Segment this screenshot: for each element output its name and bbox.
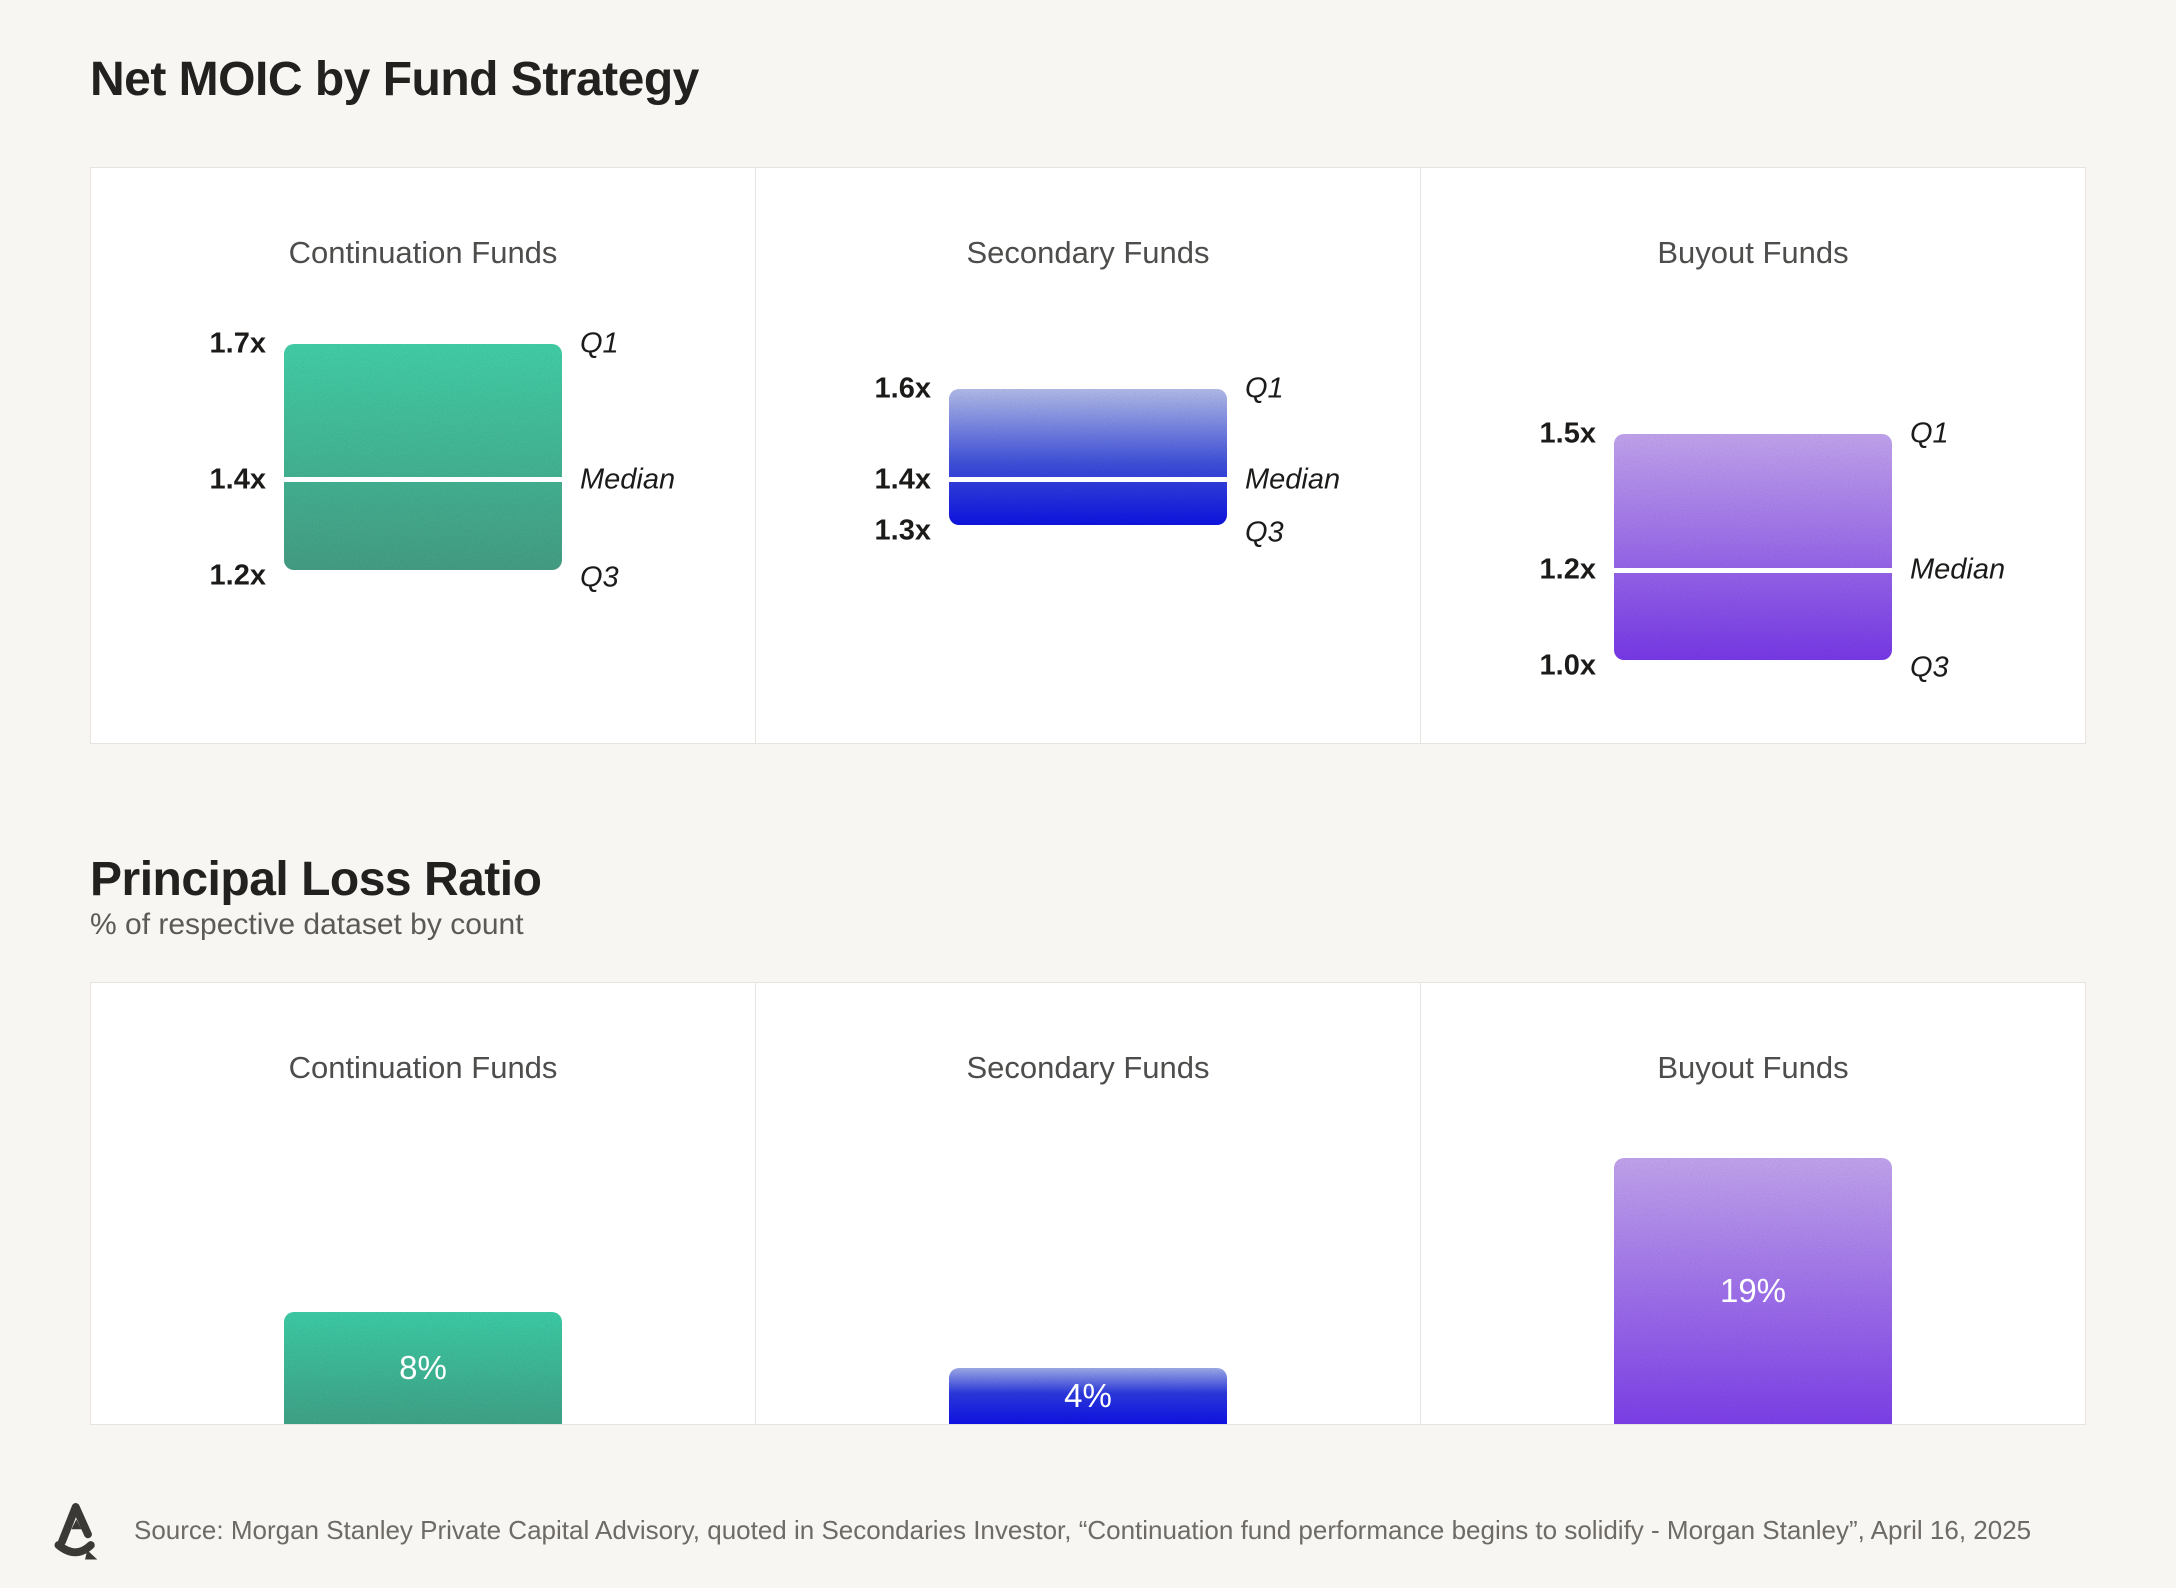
panel-title: Secondary Funds — [966, 235, 1210, 270]
panel-title: Buyout Funds — [1657, 1050, 1849, 1085]
panel-title: Secondary Funds — [966, 1050, 1210, 1085]
grain-texture — [949, 389, 1227, 525]
panel-title: Buyout Funds — [1657, 235, 1849, 270]
median-line — [284, 477, 562, 483]
brand-a-mark-icon — [54, 1503, 98, 1560]
panel-title: Continuation Funds — [288, 235, 558, 270]
q3-marker-label: Q3 — [580, 561, 619, 594]
grain-texture — [1614, 434, 1892, 661]
footer: Source: Morgan Stanley Private Capital A… — [52, 1488, 2116, 1572]
q3-value-label: 1.0x — [1539, 649, 1596, 682]
grain-texture — [284, 344, 562, 570]
panel-title: Continuation Funds — [288, 1050, 558, 1085]
median-line — [949, 477, 1227, 483]
loss-bar: 8% — [284, 1312, 562, 1424]
loss-bar: 19% — [1614, 1158, 1892, 1424]
median-value-label: 1.2x — [1539, 553, 1596, 586]
median-value-label: 1.4x — [209, 463, 266, 496]
median-value-label: 1.4x — [874, 463, 931, 496]
loss-panel-row: Continuation Funds 8% Secondary Funds 4%… — [90, 982, 2086, 1425]
median-marker-label: Median — [1245, 463, 1341, 496]
source-attribution: Source: Morgan Stanley Private Capital A… — [134, 1515, 2032, 1545]
q3-marker-label: Q3 — [1245, 516, 1284, 549]
q1-marker-label: Q1 — [1245, 372, 1284, 405]
q1-marker-label: Q1 — [1910, 417, 1949, 450]
q3-value-label: 1.3x — [874, 514, 931, 547]
q3-value-label: 1.2x — [209, 559, 266, 592]
bar-value-label: 19% — [1719, 1272, 1787, 1309]
quartile-range-box — [949, 389, 1227, 525]
median-marker-label: Median — [580, 463, 676, 496]
loss-panel-buyout-funds: Buyout Funds 19% — [1420, 983, 2085, 1424]
quartile-range-box — [284, 344, 562, 570]
median-marker-label: Median — [1910, 553, 2006, 586]
q3-marker-label: Q3 — [1910, 651, 1949, 684]
moic-panel-secondary-funds: Secondary Funds 1.6x 1.4x 1.3x Q1 Median… — [755, 168, 1420, 743]
bar-value-label: 8% — [399, 1349, 447, 1386]
loss-panel-secondary-funds: Secondary Funds 4% — [755, 983, 1420, 1424]
bar-value-label: 4% — [1064, 1377, 1112, 1414]
median-line — [1614, 567, 1892, 573]
q1-value-label: 1.5x — [1539, 417, 1596, 450]
quartile-range-box — [1614, 434, 1892, 661]
q1-value-label: 1.7x — [209, 327, 266, 360]
loss-section-subtitle: % of respective dataset by count — [90, 908, 524, 941]
moic-panel-row: Continuation Funds 1.7x 1.4x 1.2x Q1 Med… — [90, 167, 2086, 744]
loss-section-title: Principal Loss Ratio — [90, 853, 542, 906]
loss-bar: 4% — [949, 1368, 1227, 1424]
q1-value-label: 1.6x — [874, 372, 931, 405]
loss-panel-continuation-funds: Continuation Funds 8% — [91, 983, 755, 1424]
moic-section-title: Net MOIC by Fund Strategy — [90, 53, 699, 106]
moic-panel-buyout-funds: Buyout Funds 1.5x 1.2x 1.0x Q1 Median Q3 — [1420, 168, 2085, 743]
moic-panel-continuation-funds: Continuation Funds 1.7x 1.4x 1.2x Q1 Med… — [91, 168, 755, 743]
q1-marker-label: Q1 — [580, 327, 619, 360]
